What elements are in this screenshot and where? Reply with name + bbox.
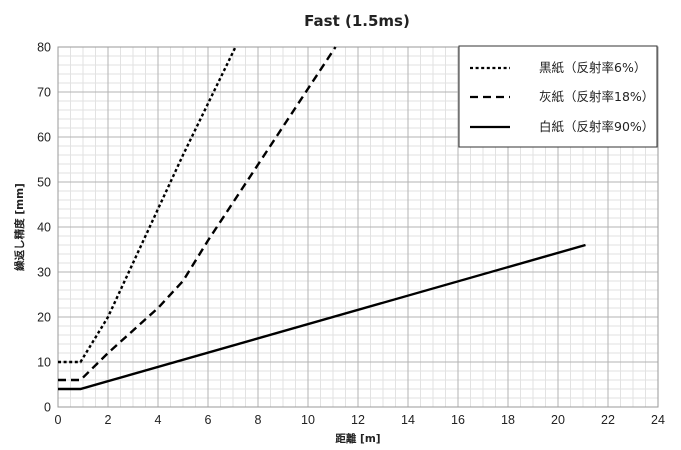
series-line-gray-paper bbox=[58, 46, 337, 382]
x-tick-label: 6 bbox=[205, 413, 212, 427]
x-tick-label: 24 bbox=[651, 413, 665, 427]
x-tick-label: 8 bbox=[255, 413, 262, 427]
y-tick-label: 30 bbox=[37, 266, 51, 280]
legend-label-white-paper: 白紙（反射率90%） bbox=[539, 119, 654, 134]
y-tick-label: 40 bbox=[37, 221, 51, 235]
x-tick-label: 18 bbox=[501, 413, 515, 427]
series-line-black-paper bbox=[58, 46, 237, 364]
legend-label-black-paper: 黒紙（反射率6%） bbox=[539, 60, 646, 75]
plot-frame bbox=[57, 46, 659, 408]
chart-title: Fast (1.5ms) bbox=[304, 12, 410, 30]
x-tick-label: 16 bbox=[451, 413, 465, 427]
series-line-white-paper bbox=[58, 243, 586, 391]
x-tick-label: 12 bbox=[351, 413, 365, 427]
x-tick-label: 2 bbox=[105, 413, 112, 427]
x-axis-label: 距離 [m] bbox=[335, 432, 380, 445]
x-tick-label: 4 bbox=[155, 413, 162, 427]
x-tick-label: 10 bbox=[301, 413, 315, 427]
series-layer bbox=[58, 46, 586, 391]
y-tick-label: 50 bbox=[37, 176, 51, 190]
x-tick-label: 0 bbox=[55, 413, 62, 427]
y-tick-label: 80 bbox=[37, 41, 51, 55]
y-tick-label: 70 bbox=[37, 86, 51, 100]
x-tick-label: 22 bbox=[601, 413, 615, 427]
y-tick-label: 0 bbox=[44, 401, 51, 415]
legend-label-gray-paper: 灰紙（反射率18%） bbox=[539, 89, 654, 104]
x-tick-label: 20 bbox=[551, 413, 565, 427]
y-tick-label: 10 bbox=[37, 356, 51, 370]
x-tick-label: 14 bbox=[401, 413, 415, 427]
y-tick-label: 20 bbox=[37, 311, 51, 325]
x-axis-ticks: 0 2 4 6 8 10 12 14 16 18 20 22 24 bbox=[55, 413, 665, 427]
y-axis-ticks: 0 10 20 30 40 50 60 70 80 bbox=[37, 41, 51, 415]
y-axis-label: 繰返し精度 [mm] bbox=[13, 183, 26, 271]
legend: 黒紙（反射率6%） 灰紙（反射率18%） 白紙（反射率90%） bbox=[458, 45, 658, 148]
legend-box bbox=[458, 45, 658, 148]
y-tick-label: 60 bbox=[37, 131, 51, 145]
